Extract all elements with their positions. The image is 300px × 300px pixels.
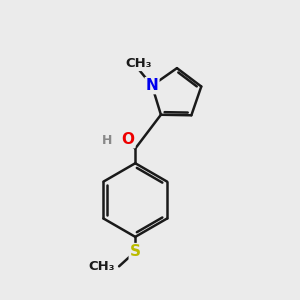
Text: N: N	[146, 78, 158, 93]
Text: O: O	[122, 132, 134, 147]
Text: H: H	[102, 134, 112, 147]
Text: CH₃: CH₃	[125, 57, 152, 70]
Text: CH₃: CH₃	[88, 260, 115, 273]
Text: S: S	[130, 244, 141, 259]
